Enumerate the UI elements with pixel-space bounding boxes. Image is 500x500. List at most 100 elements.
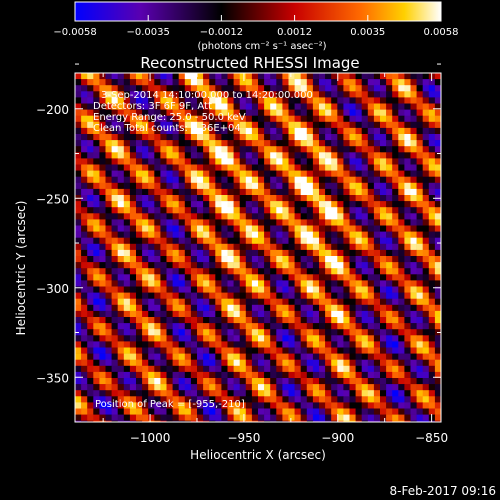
heatmap-cell: [117, 225, 125, 232]
heatmap-cell: [148, 323, 155, 330]
heatmap-cell: [142, 201, 149, 208]
heatmap-cell: [434, 127, 441, 135]
heatmap-cell: [325, 85, 332, 92]
heatmap-cell: [373, 140, 381, 147]
heatmap-cell: [251, 268, 259, 275]
heatmap-cell: [123, 195, 131, 202]
heatmap-cell: [203, 231, 210, 238]
heatmap-cell: [227, 127, 234, 135]
heatmap-cell: [148, 176, 155, 184]
heatmap-cell: [160, 219, 167, 226]
heatmap-cell: [245, 286, 253, 293]
heatmap-cell: [258, 249, 265, 257]
heatmap-cell: [319, 170, 326, 177]
heatmap-cell: [136, 219, 143, 226]
heatmap-cell: [294, 85, 301, 92]
heatmap-cell: [404, 286, 411, 293]
heatmap-cell: [392, 286, 399, 293]
heatmap-cell: [331, 249, 338, 257]
heatmap-cell: [434, 304, 441, 312]
heatmap-cell: [99, 85, 106, 92]
heatmap-cell: [239, 231, 247, 238]
heatmap-cell: [117, 152, 125, 159]
heatmap-cell: [154, 414, 161, 421]
heatmap-cell: [239, 341, 247, 348]
heatmap-cell: [160, 109, 167, 116]
heatmap-cell: [410, 249, 417, 257]
heatmap-cell: [190, 176, 198, 184]
heatmap-cell: [239, 91, 247, 98]
heatmap-cell: [258, 219, 265, 226]
heatmap-cell: [123, 268, 131, 275]
heatmap-cell: [282, 384, 289, 391]
heatmap-cell: [239, 390, 247, 397]
heatmap-cell: [373, 304, 381, 312]
heatmap-cell: [209, 298, 216, 306]
heatmap-cell: [288, 152, 295, 159]
heatmap-cell: [190, 109, 198, 116]
heatmap-cell: [154, 195, 161, 202]
heatmap-cell: [227, 79, 234, 86]
heatmap-cell: [428, 152, 436, 159]
heatmap-cell: [172, 79, 179, 86]
heatmap-cell: [203, 225, 210, 232]
heatmap-cell: [178, 103, 186, 110]
heatmap-cell: [343, 207, 350, 214]
heatmap-cell: [434, 115, 441, 123]
heatmap-cell: [123, 298, 131, 306]
heatmap-cell: [166, 225, 173, 232]
heatmap-cell: [81, 188, 88, 196]
heatmap-cell: [172, 298, 179, 306]
heatmap-cell: [190, 341, 198, 348]
heatmap-cell: [416, 371, 423, 379]
heatmap-cell: [227, 323, 234, 330]
heatmap-cell: [221, 341, 228, 348]
heatmap-cell: [331, 134, 338, 141]
heatmap-cell: [258, 79, 265, 86]
heatmap-cell: [294, 182, 301, 190]
heatmap-cell: [87, 188, 94, 196]
heatmap-cell: [172, 201, 179, 208]
heatmap-cell: [136, 249, 143, 257]
heatmap-cell: [129, 341, 137, 348]
heatmap-cell: [319, 109, 326, 116]
heatmap-cell: [264, 73, 271, 80]
heatmap-cell: [282, 182, 289, 190]
heatmap-cell: [221, 207, 228, 214]
heatmap-cell: [81, 164, 88, 171]
heatmap-cell: [172, 97, 179, 104]
heatmap-cell: [117, 274, 125, 281]
heatmap-cell: [239, 164, 247, 171]
heatmap-cell: [264, 237, 271, 245]
heatmap-cell: [410, 115, 417, 123]
heatmap-cell: [398, 329, 405, 336]
heatmap-cell: [294, 103, 301, 110]
heatmap-cell: [294, 201, 301, 208]
heatmap-cell: [343, 91, 350, 98]
heatmap-cell: [209, 310, 216, 318]
heatmap-cell: [172, 213, 179, 220]
heatmap-cell: [154, 188, 161, 196]
heatmap-cell: [233, 121, 240, 129]
heatmap-cell: [282, 249, 289, 257]
heatmap-cell: [306, 304, 314, 312]
heatmap-cell: [99, 188, 106, 196]
heatmap-cell: [197, 188, 204, 196]
heatmap-cell: [319, 249, 326, 257]
heatmap-cell: [99, 274, 106, 281]
heatmap-cell: [312, 329, 320, 336]
heatmap-cell: [428, 378, 436, 385]
heatmap-cell: [288, 170, 295, 177]
heatmap-cell: [300, 213, 308, 220]
heatmap-cell: [190, 262, 198, 269]
heatmap-cell: [319, 262, 326, 269]
heatmap-cell: [75, 115, 82, 123]
heatmap-cell: [331, 317, 338, 324]
heatmap-cell: [251, 323, 259, 330]
heatmap-cell: [111, 341, 118, 348]
heatmap-cell: [184, 408, 192, 415]
heatmap-cell: [398, 268, 405, 275]
heatmap-cell: [81, 408, 88, 415]
heatmap-cell: [386, 225, 393, 232]
heatmap-cell: [337, 152, 344, 159]
